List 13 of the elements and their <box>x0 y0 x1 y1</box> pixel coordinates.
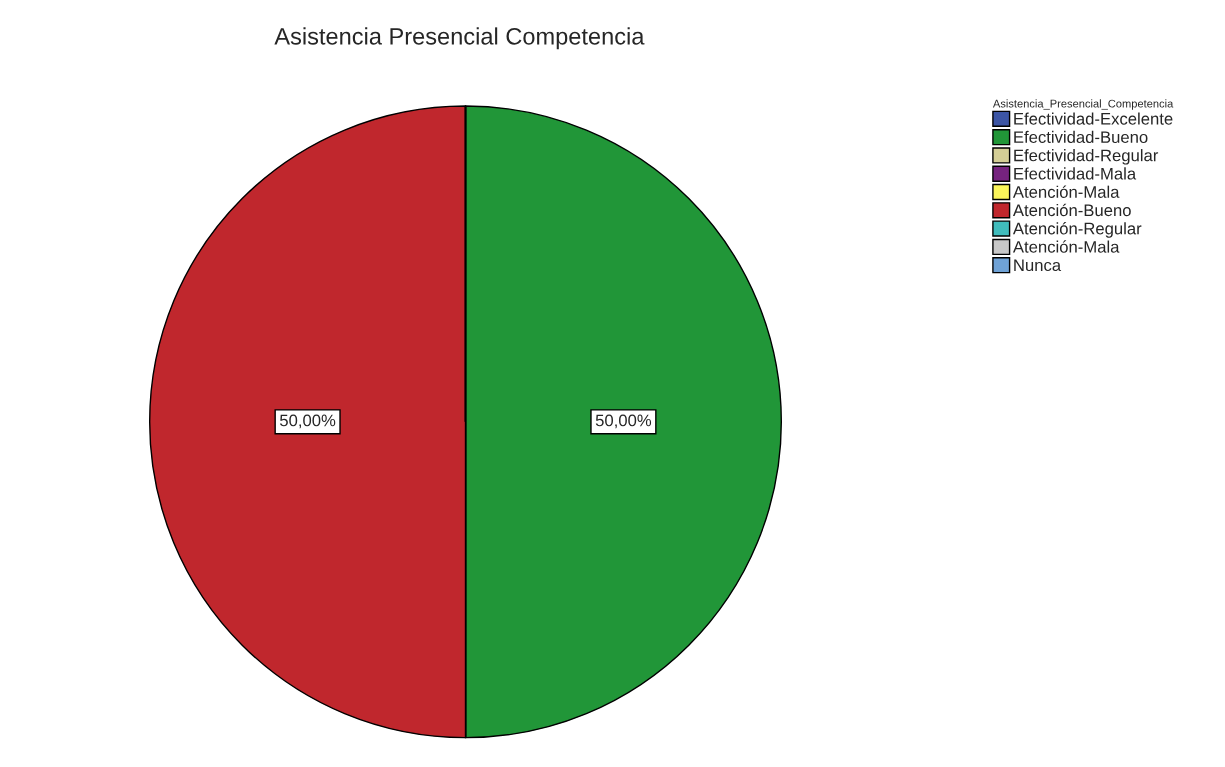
legend-label: Nunca <box>1014 259 1062 272</box>
data-label: 50,00% <box>279 414 336 429</box>
legend-label: Atención-Mala <box>1012 185 1120 198</box>
legend-label: Atención-Regular <box>1012 222 1142 238</box>
legend-label: Efectividad-Mala <box>1014 167 1137 180</box>
legend-title: Asistencia_Presencial_Competencia <box>992 99 1174 110</box>
legend-label: Efectividad-Excelente <box>1014 112 1173 125</box>
data-label: 50,00% <box>595 414 652 429</box>
chart-title: Asistencia Presencial Competencia <box>274 27 645 50</box>
legend-label: Atención-Mala <box>1012 240 1120 253</box>
legend-label: Atención-Bueno <box>1012 203 1131 217</box>
legend-label: Efectividad-Bueno <box>1014 130 1148 144</box>
legend-label: Efectividad-Regular <box>1014 149 1159 165</box>
